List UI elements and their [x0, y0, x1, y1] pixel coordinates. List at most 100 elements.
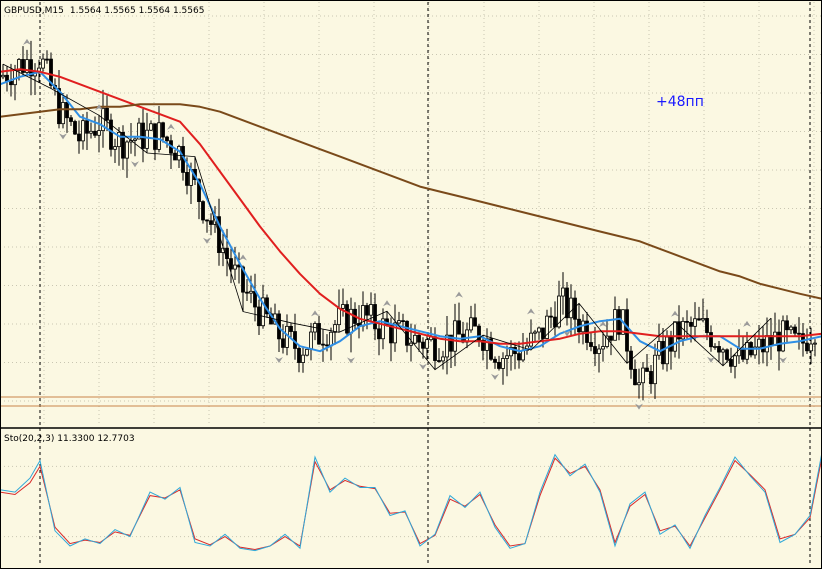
candle-body [717, 346, 721, 353]
fractal-down-icon [707, 356, 715, 363]
candle-body [333, 324, 337, 333]
candle-body [25, 59, 29, 73]
candle-body [1, 74, 5, 78]
candle [197, 178, 201, 220]
candle [397, 311, 401, 325]
candle-body [565, 287, 569, 319]
candle-body [741, 347, 745, 360]
fractal-down-icon [419, 363, 427, 370]
candle [761, 326, 765, 364]
candle-body [41, 58, 45, 69]
profit-annotation: +48пп [656, 94, 704, 110]
candle [809, 327, 813, 365]
candle-body [405, 320, 409, 346]
candle [241, 265, 245, 312]
candle [797, 317, 801, 350]
zigzag-channel [2, 63, 772, 371]
candle [585, 312, 589, 351]
candle-body [125, 141, 129, 159]
candle-body [589, 342, 593, 347]
candle-body [709, 332, 713, 348]
candle-body [409, 342, 413, 346]
candle-body [685, 320, 689, 323]
candle [457, 302, 461, 335]
candle-body [549, 315, 553, 318]
candle-body [677, 321, 681, 340]
candle-body [457, 320, 461, 335]
candle-body [309, 331, 313, 350]
candle [257, 299, 261, 335]
candle-body [321, 343, 325, 346]
stoch-main-line [0, 452, 822, 552]
fractal-down-icon [491, 373, 499, 380]
candle [117, 127, 121, 166]
candle [709, 325, 713, 352]
candle-body [529, 332, 533, 347]
candle-body [449, 334, 453, 352]
fractal-up-icon [743, 320, 751, 327]
candle [369, 292, 373, 322]
candle-body [733, 355, 737, 367]
candle [637, 368, 641, 399]
candle-body [201, 201, 205, 221]
ohlc-values: 1.5564 1.5565 1.5564 1.5565 [70, 6, 205, 16]
candle-body [161, 122, 165, 138]
candle [93, 116, 97, 138]
fractal-down-icon [635, 403, 643, 410]
candle-body [753, 346, 757, 356]
candle-body [369, 304, 373, 316]
candle-body [533, 331, 537, 334]
candle [481, 335, 485, 361]
candle [409, 323, 413, 362]
candle [305, 348, 309, 357]
candle-body [689, 321, 693, 327]
candle [317, 315, 321, 345]
candle-body [761, 338, 765, 353]
candle [625, 298, 629, 364]
candle-body [165, 136, 169, 142]
candle [233, 246, 237, 280]
candle [165, 135, 169, 148]
candle [557, 280, 561, 329]
candle-body [109, 119, 113, 150]
candle-body [653, 354, 657, 385]
candle [357, 305, 361, 339]
candle-body [197, 179, 201, 202]
candle [201, 200, 205, 224]
candle-body [113, 146, 117, 150]
candle [649, 364, 653, 394]
candle-body [693, 318, 697, 327]
candle-body [545, 315, 549, 339]
candle-body [229, 258, 233, 270]
candle-body [85, 120, 89, 134]
candle [57, 70, 61, 129]
candle [113, 138, 117, 163]
candle [673, 321, 677, 358]
candle-body [185, 172, 189, 186]
candle-body [661, 341, 665, 365]
candle-body [21, 59, 25, 73]
candle [501, 352, 505, 385]
candle-body [705, 318, 709, 333]
candle-body [329, 331, 333, 347]
moving-averages [0, 68, 822, 353]
candle-body [473, 317, 477, 327]
candle-body [393, 322, 397, 344]
candle [161, 121, 165, 143]
candle-body [505, 355, 509, 359]
candle-body [489, 338, 493, 360]
candle-body [77, 133, 81, 142]
candle-body [613, 309, 617, 341]
candle [605, 319, 609, 349]
candle-body [401, 320, 405, 323]
candle [789, 325, 793, 334]
candle [417, 332, 421, 352]
candle [313, 321, 317, 341]
candle-body [425, 339, 429, 349]
candle [249, 275, 253, 304]
candle [169, 134, 173, 169]
candle-body [257, 306, 261, 327]
